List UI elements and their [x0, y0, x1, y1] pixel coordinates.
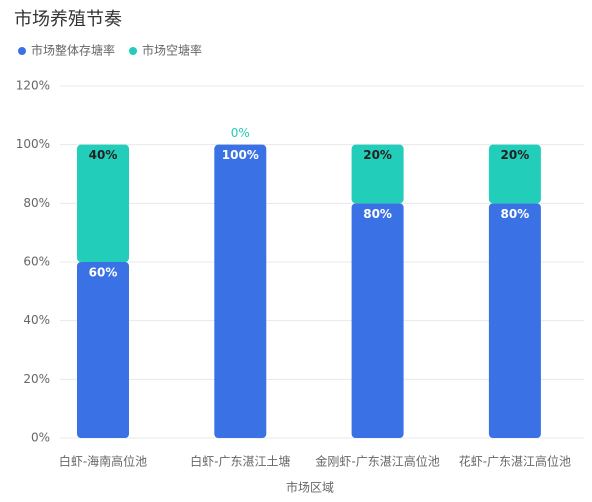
- chart-title: 市场养殖节奏: [14, 8, 122, 30]
- data-label: 20%: [363, 148, 392, 162]
- x-tick-label: 花虾-广东湛江高位池: [459, 454, 571, 469]
- data-label: 40%: [89, 148, 118, 162]
- bar-segment: [214, 144, 267, 438]
- bar-segment: [77, 262, 129, 438]
- bar-segment: [488, 144, 541, 204]
- legend-marker: [18, 47, 26, 55]
- x-tick-label: 金刚虾-广东湛江高位池: [315, 454, 439, 469]
- legend-label: 市场整体存塘率: [31, 43, 115, 58]
- data-label: 100%: [222, 148, 259, 162]
- bar-segment: [488, 203, 541, 438]
- x-tick-label: 白虾-广东湛江土塘: [190, 454, 290, 469]
- bar-segment: [77, 144, 129, 262]
- data-label: 0%: [231, 126, 250, 140]
- bar-segment: [351, 203, 404, 438]
- data-label: 80%: [363, 207, 392, 221]
- legend-label: 市场空塘率: [142, 43, 202, 58]
- y-tick-label: 120%: [16, 79, 50, 93]
- y-tick-label: 40%: [23, 313, 50, 327]
- legend-marker: [129, 47, 138, 55]
- data-label: 60%: [89, 266, 118, 280]
- data-label: 20%: [501, 148, 530, 162]
- y-tick-label: 80%: [23, 196, 50, 210]
- data-label: 80%: [501, 207, 530, 221]
- y-tick-label: 20%: [23, 372, 50, 386]
- y-tick-label: 100%: [16, 137, 50, 151]
- bar-segment: [351, 144, 404, 204]
- x-axis-title: 市场区域: [286, 480, 334, 495]
- y-tick-label: 0%: [31, 431, 50, 445]
- x-tick-label: 白虾-海南高位池: [59, 454, 147, 469]
- y-tick-label: 60%: [23, 255, 50, 269]
